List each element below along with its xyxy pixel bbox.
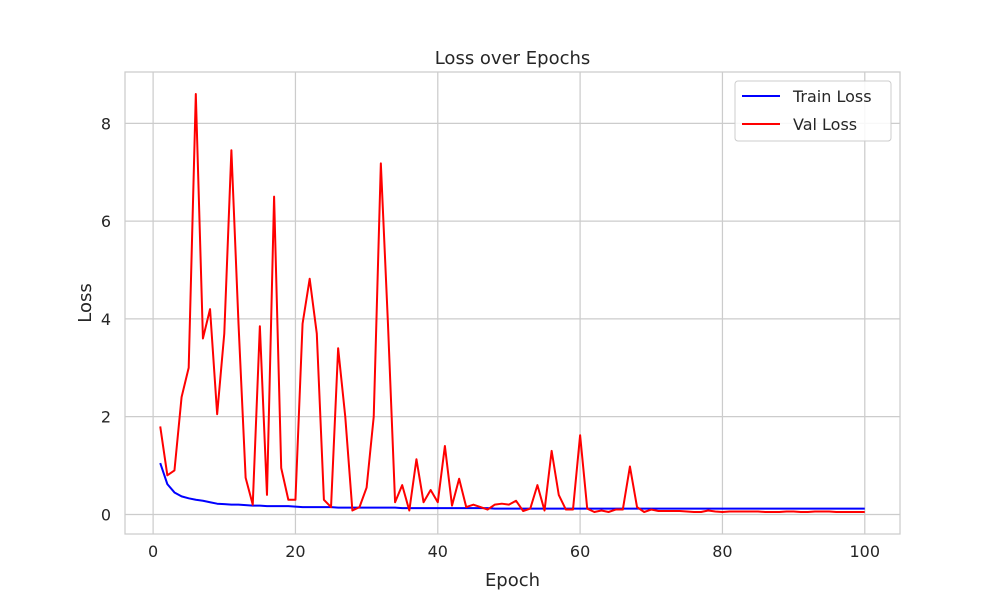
tick-labels: 0 20 40 60 80 100 0 2 4 6 8 [101,114,880,561]
y-tick-label: 6 [101,212,111,231]
x-tick-label: 60 [570,542,590,561]
x-tick-label: 0 [148,542,158,561]
grid-lines [125,72,900,534]
legend: Train Loss Val Loss [734,80,892,142]
legend-label-val-loss: Val Loss [793,115,857,134]
x-tick-label: 40 [428,542,448,561]
x-axis-label: Epoch [485,570,540,591]
series-line-val-loss [159,93,865,513]
chart-title: Loss over Epochs [435,48,591,69]
series-line-train-loss [159,462,865,510]
y-tick-label: 8 [101,114,111,133]
y-axis-label: Loss [75,283,96,322]
y-tick-label: 4 [101,310,111,329]
x-tick-label: 20 [285,542,305,561]
x-tick-label: 100 [849,542,880,561]
legend-label-train-loss: Train Loss [792,87,872,106]
series-layer [159,93,865,513]
y-tick-label: 2 [101,408,111,427]
x-tick-label: 80 [712,542,732,561]
y-tick-label: 0 [101,505,111,524]
plot-area-frame [124,71,901,535]
